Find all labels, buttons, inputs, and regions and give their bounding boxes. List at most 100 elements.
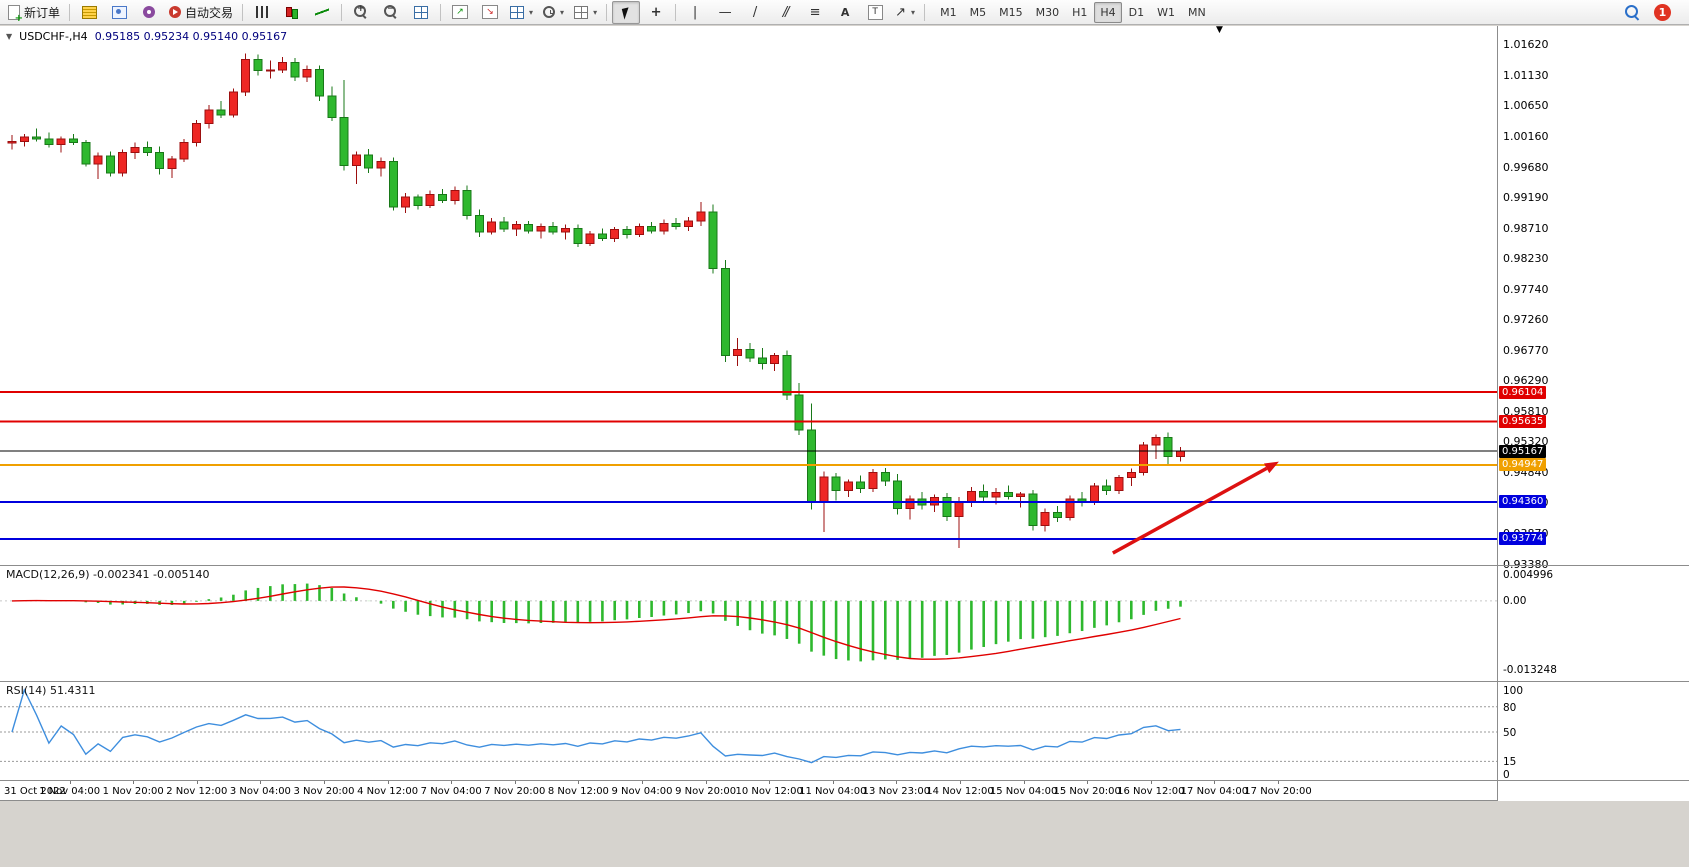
candle bbox=[1151, 437, 1161, 446]
chart-shift-marker[interactable]: ▼ bbox=[1216, 25, 1223, 35]
rsi-pane[interactable] bbox=[0, 682, 1497, 780]
timeframe-w1[interactable]: W1 bbox=[1157, 5, 1175, 19]
zoom-in-button[interactable]: + bbox=[347, 1, 375, 24]
candle bbox=[524, 224, 534, 232]
search-icon[interactable] bbox=[1625, 4, 1640, 20]
time-axis-tick bbox=[1023, 781, 1025, 784]
timeframe-mn[interactable]: MN bbox=[1187, 5, 1206, 19]
macd-signal-line bbox=[11, 586, 1181, 660]
price-axis[interactable]: 1.01620 1.01130 1.00650 1.00160 0.99680 0.991… bbox=[1497, 26, 1689, 801]
pane-separator[interactable] bbox=[0, 780, 1689, 781]
candle bbox=[192, 123, 201, 144]
bar-chart-type-button[interactable] bbox=[248, 1, 276, 24]
time-axis-label: 10 Nov 12:00 bbox=[735, 786, 803, 797]
indicator-list-button[interactable]: ↘ bbox=[476, 1, 504, 24]
timeframe-h1[interactable]: H1 bbox=[1072, 5, 1088, 19]
candlestick-icon bbox=[285, 6, 299, 19]
fibonacci-button[interactable]: ≡ bbox=[801, 1, 829, 24]
chevron-down-icon: ▾ bbox=[529, 7, 534, 17]
time-axis-tick bbox=[769, 781, 771, 784]
new-chart-button[interactable]: ▾ bbox=[506, 1, 537, 24]
price-tag: 0.93774 bbox=[1499, 532, 1547, 546]
candle bbox=[44, 138, 54, 145]
candle bbox=[204, 109, 214, 125]
main-chart[interactable] bbox=[0, 26, 1497, 565]
zoom-out-button[interactable]: − bbox=[377, 1, 405, 24]
line-chart-type-button[interactable] bbox=[308, 1, 336, 24]
candle bbox=[770, 355, 780, 364]
tile-windows-button[interactable] bbox=[407, 1, 435, 24]
horizontal-line-icon: — bbox=[718, 4, 732, 20]
auto-trading-icon bbox=[169, 6, 182, 18]
auto-trading-button[interactable]: 自动交易 bbox=[165, 1, 237, 24]
indicators-button[interactable]: ↗ bbox=[446, 1, 474, 24]
horizontal-line-button[interactable]: — bbox=[711, 1, 739, 24]
one-click-trading-icon[interactable]: ▼ bbox=[6, 32, 13, 41]
price-axis-tick: 0.98230 bbox=[1503, 251, 1549, 265]
candle bbox=[893, 480, 903, 509]
candle bbox=[782, 355, 792, 396]
new-order-button[interactable]: 新订单 bbox=[4, 1, 64, 24]
candle bbox=[462, 190, 472, 217]
timeframe-m30[interactable]: M30 bbox=[1035, 5, 1060, 19]
candle bbox=[228, 91, 238, 116]
candle bbox=[1003, 492, 1013, 497]
crosshair-button[interactable]: + bbox=[642, 1, 670, 24]
price-tag: 0.94947 bbox=[1499, 458, 1547, 472]
candle bbox=[573, 227, 583, 244]
timeframe-m15[interactable]: M15 bbox=[999, 5, 1023, 19]
text-tool-button[interactable]: A bbox=[831, 1, 859, 24]
toolbar-separator bbox=[440, 3, 442, 21]
macd-pane[interactable] bbox=[0, 566, 1497, 681]
macd-axis-label: 0.004996 bbox=[1503, 568, 1554, 581]
period-button[interactable]: ▾ bbox=[539, 1, 568, 24]
candle bbox=[807, 429, 816, 503]
time-axis-tick bbox=[1214, 781, 1216, 784]
candle bbox=[278, 62, 288, 71]
template-button[interactable]: ▾ bbox=[570, 1, 601, 24]
rsi-name: RSI(14) bbox=[6, 684, 47, 697]
candle bbox=[548, 225, 558, 233]
timeframe-d1[interactable]: D1 bbox=[1128, 5, 1145, 19]
timeframe-m1[interactable]: M1 bbox=[940, 5, 957, 19]
trendline-button[interactable]: / bbox=[741, 1, 769, 24]
candle bbox=[511, 224, 521, 230]
candlestick-type-button[interactable] bbox=[278, 1, 306, 24]
rsi-axis-label: 15 bbox=[1503, 756, 1517, 769]
candle bbox=[733, 348, 743, 357]
vertical-line-button[interactable]: | bbox=[681, 1, 709, 24]
navigator-icon bbox=[143, 6, 156, 18]
channel-button[interactable]: // bbox=[771, 1, 799, 24]
notification-badge[interactable]: 1 bbox=[1654, 3, 1671, 21]
pane-separator[interactable] bbox=[0, 565, 1689, 566]
price-axis-tick: 0.96770 bbox=[1503, 344, 1549, 358]
market-watch-button[interactable] bbox=[75, 1, 103, 24]
label-tool-button[interactable]: T bbox=[861, 1, 889, 24]
timeframe-m5[interactable]: M5 bbox=[969, 5, 987, 19]
arrows-tool-button[interactable]: ↗ ▾ bbox=[891, 1, 919, 24]
data-window-button[interactable] bbox=[105, 1, 133, 24]
candle bbox=[388, 160, 398, 208]
trend-arrow-object[interactable] bbox=[1112, 466, 1268, 555]
candle bbox=[720, 268, 730, 357]
rsi-axis-label: 50 bbox=[1503, 727, 1517, 739]
candle bbox=[376, 160, 386, 169]
time-axis-label: 11 Nov 04:00 bbox=[799, 786, 867, 797]
cursor-button[interactable] bbox=[612, 0, 641, 24]
pane-separator[interactable] bbox=[0, 681, 1689, 682]
time-axis-label: 17 Nov 04:00 bbox=[1180, 786, 1249, 797]
auto-trading-label: 自动交易 bbox=[185, 5, 234, 20]
time-axis-label: 14 Nov 12:00 bbox=[926, 786, 994, 797]
candle bbox=[647, 225, 657, 232]
candle bbox=[684, 220, 693, 227]
indicators-icon: ↗ bbox=[452, 5, 469, 19]
price-axis-tick: 0.99190 bbox=[1503, 191, 1549, 205]
time-axis-tick bbox=[642, 781, 643, 784]
time-axis[interactable]: 31 Oct 2022 1 Nov 04:00 1 Nov 20:00 2 Nov 1… bbox=[0, 781, 1689, 801]
navigator-button[interactable] bbox=[135, 1, 163, 24]
market-watch-icon bbox=[81, 5, 97, 19]
time-axis-label: 15 Nov 20:00 bbox=[1053, 786, 1121, 797]
candle bbox=[745, 348, 755, 359]
timeframe-h4[interactable]: H4 bbox=[1094, 1, 1122, 23]
candle bbox=[597, 233, 607, 239]
